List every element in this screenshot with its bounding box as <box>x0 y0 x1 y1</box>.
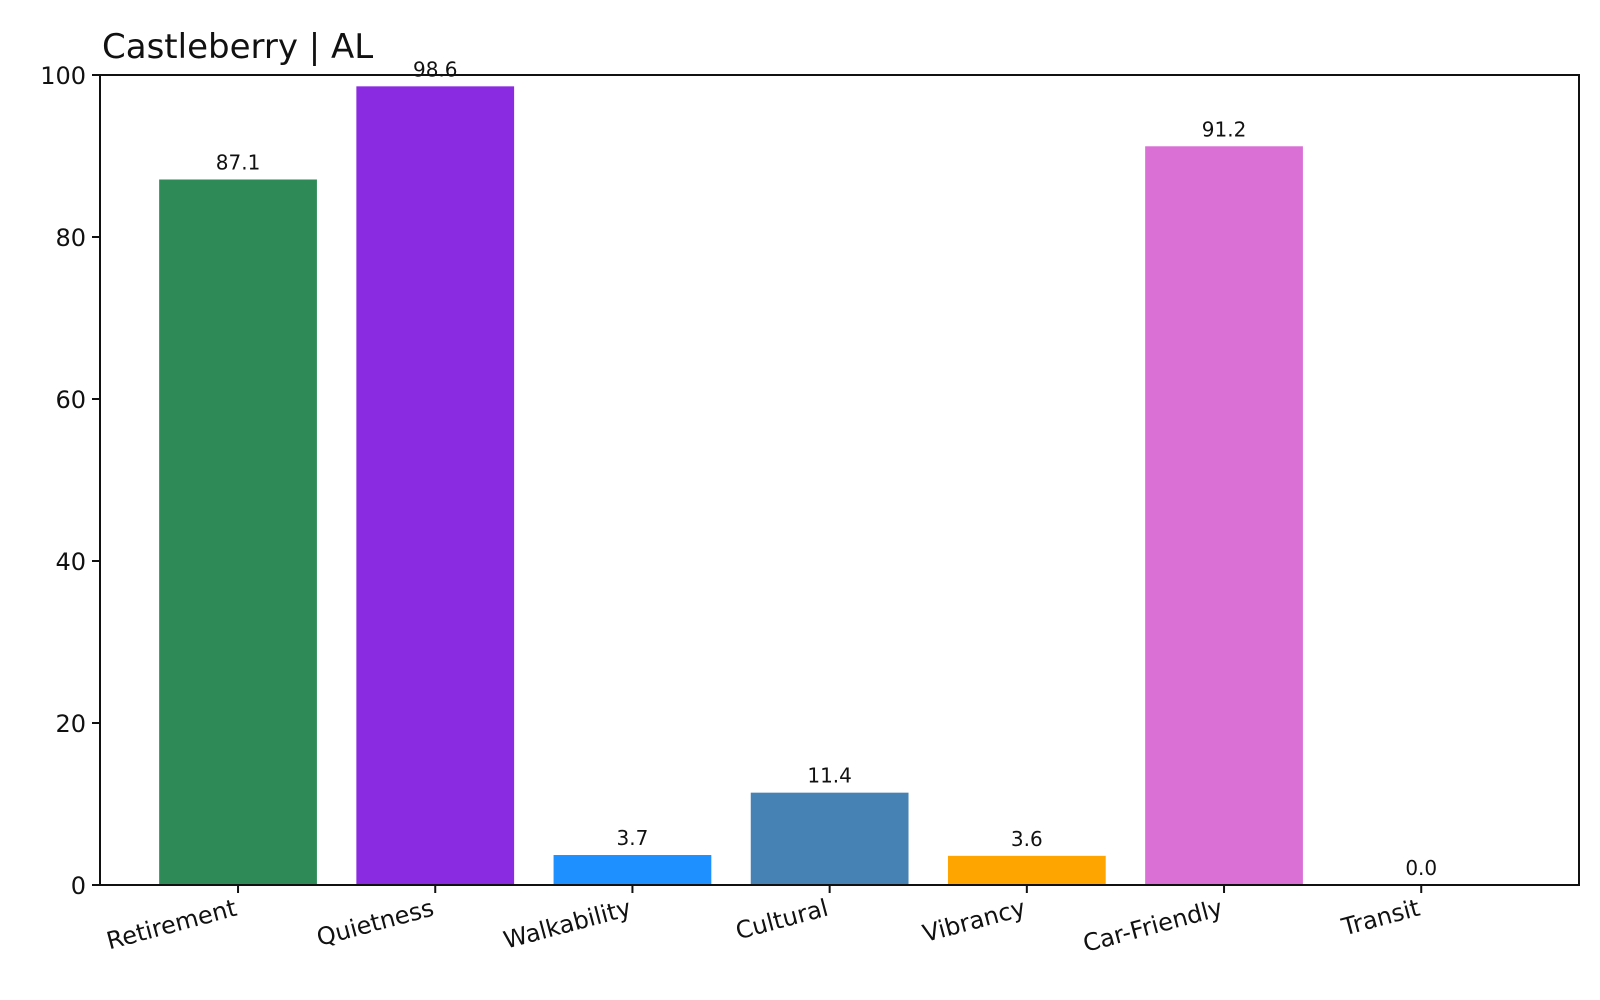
data-label-transit: 0.0 <box>1405 856 1437 880</box>
bar-quietness <box>356 86 515 886</box>
chart-title: Castleberry | AL <box>102 27 373 67</box>
x-tick-label-quietness: Quietness <box>314 894 437 952</box>
x-axis: Retirement Quietness Walkability Cultural Vi… <box>104 885 1423 958</box>
y-tick-label: 0 <box>71 872 86 900</box>
y-tick-label: 40 <box>55 548 86 576</box>
bar-car-friendly <box>1145 146 1303 885</box>
x-tick-label-retirement: Retirement <box>104 894 240 956</box>
y-tick-label: 60 <box>55 386 86 414</box>
data-label-retirement: 87.1 <box>216 150 261 174</box>
data-label-cultural: 11.4 <box>807 764 852 788</box>
plot-frame <box>99 74 1580 886</box>
y-tick-label: 80 <box>55 224 86 252</box>
data-label-walkability: 3.7 <box>617 826 649 850</box>
bar-walkability <box>553 855 712 885</box>
bar-retirement <box>159 179 317 886</box>
y-tick-label: 100 <box>40 62 86 90</box>
bar-cultural <box>750 792 909 885</box>
y-tick-label: 20 <box>55 710 86 738</box>
x-tick-label-car-friendly: Car-Friendly <box>1080 894 1226 958</box>
x-tick-label-cultural: Cultural <box>733 894 832 946</box>
x-tick-label-walkability: Walkability <box>501 894 634 955</box>
y-axis: 0 20 40 60 80 100 <box>40 62 100 900</box>
bars-layer: 87.1 98.6 3.7 11.4 3.6 91.2 0.0 <box>159 57 1437 886</box>
data-label-vibrancy: 3.6 <box>1011 827 1043 851</box>
data-label-car-friendly: 91.2 <box>1202 117 1247 141</box>
bar-vibrancy <box>947 855 1106 885</box>
x-tick-label-transit: Transit <box>1338 894 1423 942</box>
x-tick-label-vibrancy: Vibrancy <box>920 894 1029 948</box>
data-label-quietness: 98.6 <box>413 57 458 81</box>
